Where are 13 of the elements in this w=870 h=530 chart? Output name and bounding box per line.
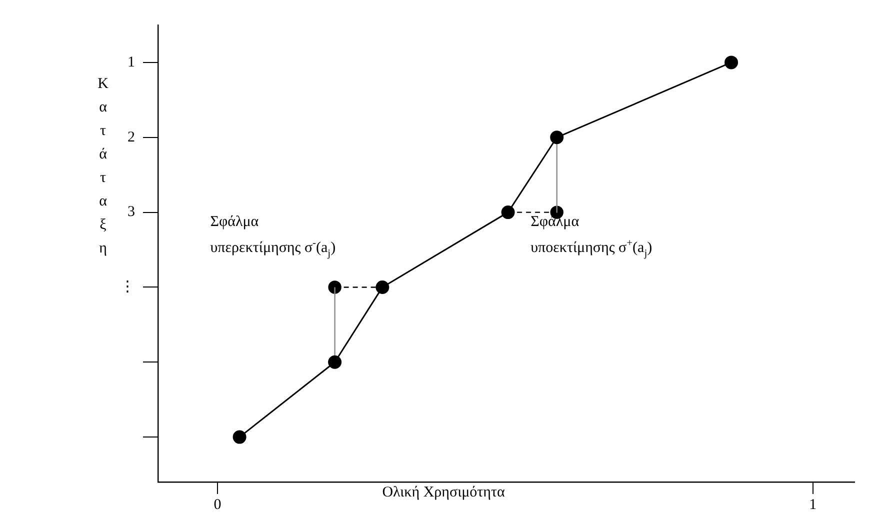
x-tick-label: 0 xyxy=(214,496,222,513)
y-tick-label: 1 xyxy=(128,54,135,70)
point xyxy=(724,56,738,70)
point xyxy=(376,280,390,294)
point xyxy=(232,430,246,444)
y-axis-title: Κατάταξη xyxy=(98,76,109,256)
point xyxy=(550,130,564,144)
y-tick-label: ⋮ xyxy=(120,279,135,296)
point xyxy=(501,206,515,220)
point xyxy=(328,355,342,369)
y-tick-label: 2 xyxy=(128,129,135,146)
x-axis-title: Ολική Χρησιμότητα xyxy=(382,484,506,500)
y-tick-label: 3 xyxy=(128,204,135,220)
